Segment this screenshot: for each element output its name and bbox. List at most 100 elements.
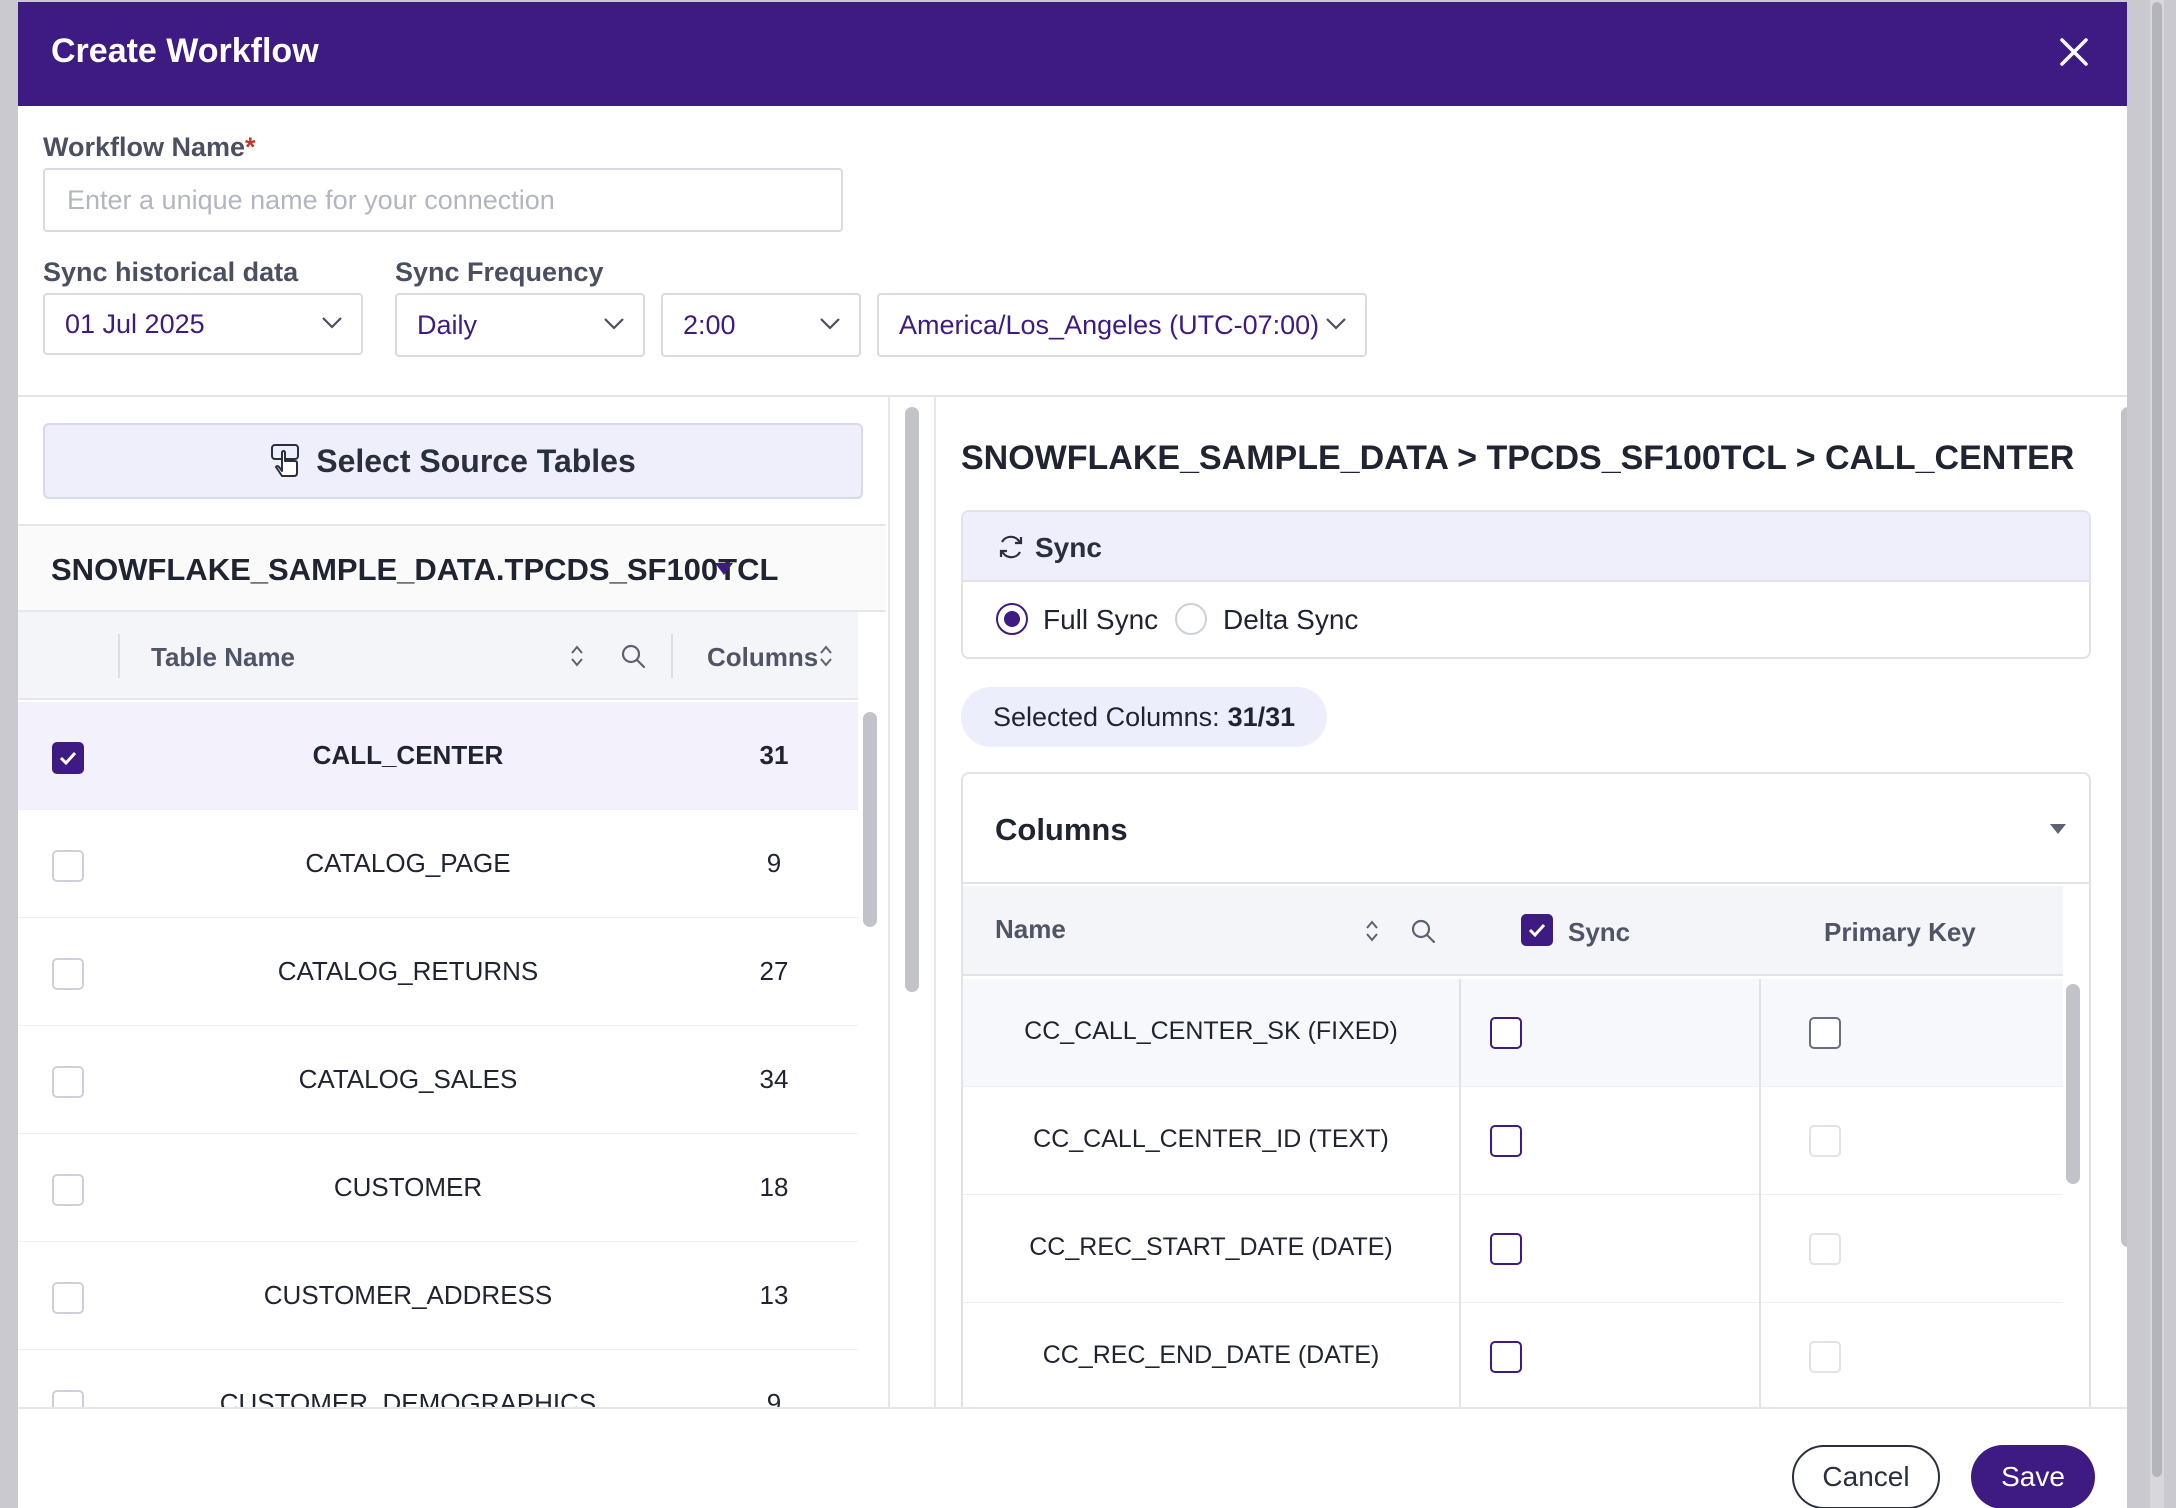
workflow-name-input[interactable]: Enter a unique name for your connection [43, 168, 843, 232]
full-sync-radio[interactable] [996, 603, 1028, 635]
search-icon[interactable] [1410, 918, 1436, 944]
sync-historical-label: Sync historical data [43, 257, 299, 287]
selected-columns-label: Selected Columns: [993, 701, 1220, 732]
header-separator [671, 634, 673, 678]
tables-scrollbar-thumb[interactable] [863, 712, 877, 927]
sort-icon[interactable] [569, 643, 585, 669]
table-row[interactable]: CATALOG_PAGE 9 [18, 810, 858, 918]
cancel-button[interactable]: Cancel [1792, 1445, 1940, 1508]
table-columns-count: 31 [759, 740, 789, 770]
page-scrollbar[interactable] [2150, 0, 2164, 1508]
primary-key-header: Primary Key [1824, 917, 1976, 947]
column-row: CC_REC_START_DATE (DATE) [963, 1195, 2063, 1303]
table-row-checkbox[interactable] [52, 742, 84, 774]
caret-down-icon[interactable] [713, 561, 735, 577]
save-button[interactable]: Save [1971, 1445, 2095, 1508]
selected-columns-value: 31/31 [1227, 701, 1296, 732]
full-sync-label[interactable]: Full Sync [1043, 604, 1159, 635]
primary-key-checkbox[interactable] [1809, 1341, 1841, 1373]
table-row[interactable]: CALL_CENTER 31 [18, 702, 858, 810]
columns-card: Columns Name Sync Primary Key CC_CALL_CE… [961, 772, 2091, 1409]
chevron-down-icon [604, 318, 624, 330]
column-name: CC_CALL_CENTER_ID (TEXT) [1033, 1125, 1389, 1153]
sync-all-checkbox[interactable] [1521, 914, 1553, 946]
sync-card-header: Sync [963, 512, 2089, 582]
table-row-checkbox[interactable] [52, 1390, 84, 1409]
details-scrollbar[interactable] [2121, 407, 2127, 1407]
column-sync-checkbox[interactable] [1490, 1017, 1522, 1049]
table-row[interactable]: CUSTOMER_DEMOGRAPHICS 9 [18, 1350, 858, 1409]
column-sync-checkbox[interactable] [1490, 1233, 1522, 1265]
search-icon[interactable] [620, 643, 646, 669]
timezone-select[interactable]: America/Los_Angeles (UTC-07:00) [877, 293, 1367, 357]
table-name-header: Table Name [151, 642, 296, 672]
table-name: CATALOG_RETURNS [277, 956, 539, 986]
table-row-checkbox[interactable] [52, 1066, 84, 1098]
table-columns-count: 18 [759, 1172, 789, 1202]
refresh-icon [999, 535, 1023, 559]
frequency-select[interactable]: Daily [395, 293, 645, 357]
hand-pointer-icon [271, 444, 300, 477]
column-separator [1759, 1303, 1761, 1409]
sync-historical-value: 01 Jul 2025 [65, 308, 205, 339]
column-name: CC_REC_END_DATE (DATE) [1042, 1341, 1380, 1369]
pane-scrollbar[interactable] [888, 397, 936, 1409]
time-select[interactable]: 2:00 [661, 293, 861, 357]
columns-card-header[interactable]: Columns [963, 774, 2089, 884]
tables-scrollbar[interactable] [863, 702, 877, 1409]
schema-selector[interactable]: SNOWFLAKE_SAMPLE_DATA.TPCDS_SF100TCL [18, 524, 886, 612]
column-sync-checkbox[interactable] [1490, 1125, 1522, 1157]
sort-icon[interactable] [818, 643, 834, 669]
column-row: CC_CALL_CENTER_SK (FIXED) [963, 979, 2063, 1087]
delta-sync-label[interactable]: Delta Sync [1223, 604, 1359, 635]
table-columns-count: 13 [759, 1280, 789, 1310]
column-sync-checkbox[interactable] [1490, 1341, 1522, 1373]
tables-table-header: Table Name Columns [18, 612, 858, 700]
sort-icon[interactable] [1364, 918, 1380, 944]
table-row[interactable]: CUSTOMER 18 [18, 1134, 858, 1242]
primary-key-checkbox[interactable] [1809, 1233, 1841, 1265]
primary-key-checkbox[interactable] [1809, 1125, 1841, 1157]
caret-down-icon[interactable] [2048, 822, 2068, 836]
source-tables-pane: Select Source Tables SNOWFLAKE_SAMPLE_DA… [18, 397, 888, 1409]
page-scrollbar-thumb[interactable] [2152, 2, 2162, 1477]
frequency-value: Daily [417, 309, 478, 340]
primary-key-checkbox[interactable] [1809, 1017, 1841, 1049]
table-columns-count: 34 [759, 1064, 789, 1094]
table-row-checkbox[interactable] [52, 1174, 84, 1206]
table-row-checkbox[interactable] [52, 958, 84, 990]
column-separator [1459, 1303, 1461, 1409]
details-scrollbar-thumb[interactable] [2121, 407, 2127, 1247]
sync-historical-date-select[interactable]: 01 Jul 2025 [43, 293, 363, 355]
delta-sync-radio[interactable] [1175, 603, 1207, 635]
columns-scrollbar[interactable] [2066, 979, 2080, 1409]
schema-name: SNOWFLAKE_SAMPLE_DATA.TPCDS_SF100TCL [51, 552, 779, 587]
table-details-pane: SNOWFLAKE_SAMPLE_DATA > TPCDS_SF100TCL >… [936, 397, 2127, 1409]
dialog-header: Create Workflow [18, 2, 2127, 106]
table-columns-count: 27 [759, 956, 789, 986]
table-columns-count: 9 [766, 848, 782, 878]
pane-scrollbar-thumb[interactable] [905, 407, 919, 992]
header-separator [118, 634, 120, 678]
workflow-name-placeholder: Enter a unique name for your connection [67, 184, 555, 215]
time-value: 2:00 [683, 309, 736, 340]
table-columns-count: 9 [766, 1388, 782, 1409]
select-source-tables-button[interactable]: Select Source Tables [43, 423, 863, 499]
table-row[interactable]: CUSTOMER_ADDRESS 13 [18, 1242, 858, 1350]
columns-scrollbar-thumb[interactable] [2066, 984, 2080, 1184]
chevron-down-icon [820, 318, 840, 330]
table-row[interactable]: CATALOG_RETURNS 27 [18, 918, 858, 1026]
column-separator [1459, 1087, 1461, 1195]
close-icon[interactable] [2052, 30, 2096, 74]
table-row-checkbox[interactable] [52, 1282, 84, 1314]
table-row[interactable]: CATALOG_SALES 34 [18, 1026, 858, 1134]
selected-columns-badge: Selected Columns: 31/31 [961, 687, 1328, 747]
create-workflow-dialog: Create Workflow Workflow Name* Enter a u… [18, 2, 2127, 1508]
dialog-title: Create Workflow [51, 32, 319, 70]
sync-header: Sync [1568, 917, 1631, 947]
column-separator [1759, 1195, 1761, 1303]
table-name: CALL_CENTER [312, 740, 504, 770]
sync-mode-card: Sync Full Sync Delta Sync [961, 510, 2091, 659]
table-row-checkbox[interactable] [52, 850, 84, 882]
column-row: CC_CALL_CENTER_ID (TEXT) [963, 1087, 2063, 1195]
